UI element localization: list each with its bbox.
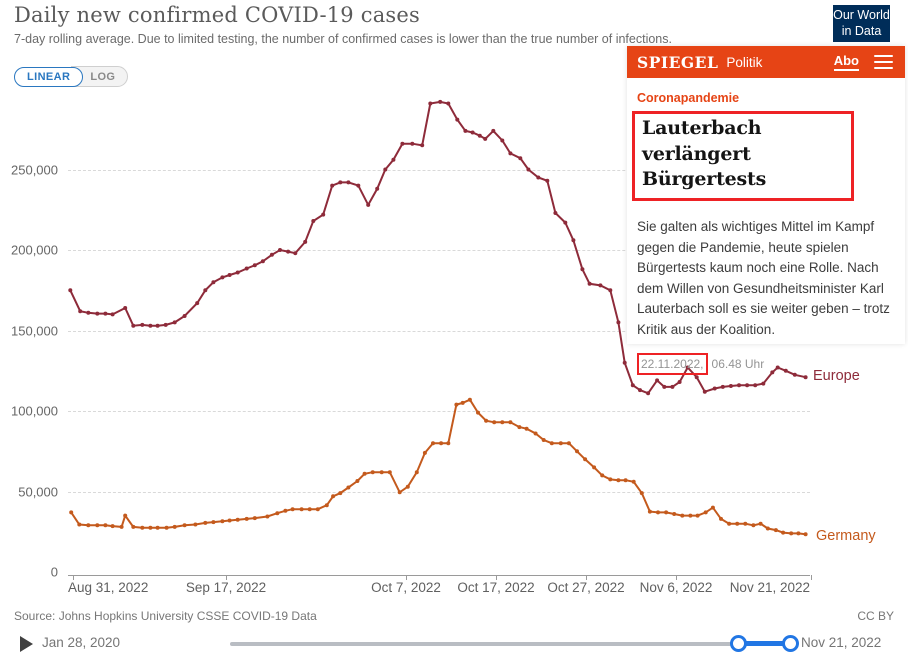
article-time: 06.48 Uhr bbox=[711, 356, 765, 371]
scale-toggle: LINEAR LOG bbox=[14, 66, 129, 87]
log-button[interactable]: LOG bbox=[71, 66, 129, 87]
y-axis-label: 250,000 bbox=[11, 162, 58, 177]
linear-button[interactable]: LINEAR bbox=[14, 66, 84, 87]
article-dateline: 22.11.2022, 06.48 Uhr bbox=[637, 352, 895, 375]
source-row: Source: Johns Hopkins University CSSE CO… bbox=[14, 609, 894, 623]
x-axis-label: Nov 21, 2022 bbox=[729, 580, 810, 595]
y-axis-label: 200,000 bbox=[11, 242, 58, 258]
x-axis-tick bbox=[496, 575, 497, 580]
license-link[interactable]: CC BY bbox=[857, 609, 894, 623]
series-label-germany: Germany bbox=[816, 528, 876, 544]
gridline bbox=[68, 411, 810, 412]
x-axis-label: Oct 17, 2022 bbox=[457, 580, 535, 595]
article-headline[interactable]: Lauterbach verlängert Bürgertests bbox=[642, 117, 767, 191]
hamburger-menu-icon[interactable] bbox=[874, 54, 893, 70]
source-text: Source: Johns Hopkins University CSSE CO… bbox=[14, 609, 317, 623]
headline-highlight-box: Lauterbach verlängert Bürgertests bbox=[632, 111, 854, 201]
y-axis-label: 150,000 bbox=[11, 323, 58, 338]
x-axis-line bbox=[68, 575, 810, 576]
spiegel-logo[interactable]: SPIEGEL bbox=[637, 52, 719, 72]
article-kicker: Coronapandemie bbox=[637, 91, 740, 105]
date-highlight-box: 22.11.2022, bbox=[637, 352, 708, 375]
timeline-handle-end[interactable] bbox=[782, 635, 799, 652]
x-axis-label: Nov 6, 2022 bbox=[639, 580, 713, 595]
timeline-selected-range[interactable] bbox=[738, 641, 790, 646]
page-title: Daily new confirmed COVID-19 cases bbox=[14, 3, 421, 27]
series-label-europe: Europe bbox=[813, 368, 860, 384]
owid-logo-line1: Our World bbox=[833, 7, 890, 22]
x-axis-tick bbox=[406, 575, 407, 580]
article-teaser-text: Sie galten als wichtiges Mittel im Kampf… bbox=[637, 218, 890, 338]
owid-logo-line2: in Data bbox=[841, 23, 882, 38]
x-axis-tick bbox=[676, 575, 677, 580]
y-axis-label: 50,000 bbox=[18, 484, 58, 499]
timeline-slider-track[interactable] bbox=[230, 642, 790, 646]
x-axis-tick bbox=[73, 575, 74, 580]
x-axis-label: Aug 31, 2022 bbox=[68, 580, 149, 595]
play-button[interactable] bbox=[20, 636, 33, 652]
owid-logo[interactable]: Our World in Data bbox=[833, 5, 890, 42]
x-axis-label: Sep 17, 2022 bbox=[185, 580, 267, 595]
timeline-handle-start[interactable] bbox=[730, 635, 747, 652]
timeline-end-label: Nov 21, 2022 bbox=[801, 635, 882, 650]
x-axis-tick bbox=[226, 575, 227, 580]
x-axis-label: Oct 27, 2022 bbox=[547, 580, 625, 595]
page-subtitle: 7-day rolling average. Due to limited te… bbox=[14, 32, 672, 46]
spiegel-section-label[interactable]: Politik bbox=[726, 54, 763, 70]
x-axis-label: Oct 7, 2022 bbox=[371, 580, 441, 595]
x-axis-tick bbox=[811, 575, 812, 580]
spiegel-header-bar: SPIEGEL Politik Abo bbox=[627, 46, 905, 78]
abo-button[interactable]: Abo bbox=[833, 53, 859, 71]
spiegel-news-panel: SPIEGEL Politik Abo Coronapandemie Laute… bbox=[627, 46, 905, 375]
y-axis-label: 0 bbox=[50, 564, 58, 580]
y-axis-label: 100,000 bbox=[11, 403, 58, 419]
gridline bbox=[68, 491, 810, 493]
x-axis-tick bbox=[586, 575, 587, 580]
timeline-start-label: Jan 28, 2020 bbox=[42, 635, 121, 650]
